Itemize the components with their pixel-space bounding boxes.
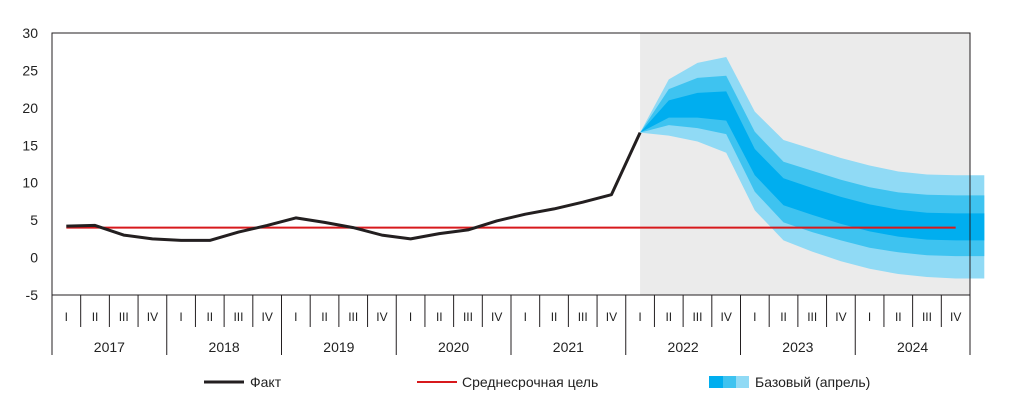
quarter-label: IV bbox=[606, 310, 617, 324]
quarter-label: IV bbox=[950, 310, 961, 324]
quarter-label: III bbox=[119, 310, 129, 324]
legend-target-label: Среднесрочная цель bbox=[462, 374, 598, 390]
year-label: 2017 bbox=[94, 339, 125, 355]
quarter-label: IV bbox=[491, 310, 502, 324]
legend-forecast-swatch-inner bbox=[709, 376, 723, 388]
quarter-label: IV bbox=[720, 310, 731, 324]
quarter-label: I bbox=[65, 310, 68, 324]
quarter-label: IV bbox=[147, 310, 158, 324]
quarter-label: III bbox=[807, 310, 817, 324]
quarter-label: II bbox=[780, 310, 787, 324]
quarter-label: II bbox=[665, 310, 672, 324]
y-tick-label: -5 bbox=[26, 287, 39, 303]
legend: Факт Среднесрочная цель Базовый (апрель) bbox=[204, 374, 870, 390]
fact-line bbox=[66, 131, 642, 242]
y-tick-label: 30 bbox=[22, 25, 38, 41]
y-tick-label: 15 bbox=[22, 137, 38, 153]
quarter-label: III bbox=[463, 310, 473, 324]
year-label: 2022 bbox=[668, 339, 699, 355]
year-label: 2019 bbox=[323, 339, 354, 355]
quarter-label: IV bbox=[261, 310, 272, 324]
y-tick-label: 5 bbox=[30, 212, 38, 228]
y-axis: -5 0 5 10 15 20 25 30 bbox=[22, 25, 38, 303]
legend-fact-label: Факт bbox=[250, 374, 282, 390]
forecast-bands bbox=[640, 57, 985, 279]
quarter-label: I bbox=[179, 310, 182, 324]
year-label: 2023 bbox=[782, 339, 813, 355]
quarter-label: I bbox=[294, 310, 297, 324]
quarter-label: II bbox=[895, 310, 902, 324]
year-label: 2020 bbox=[438, 339, 469, 355]
year-label: 2018 bbox=[209, 339, 240, 355]
quarter-label: III bbox=[233, 310, 243, 324]
legend-forecast-swatch-middle bbox=[723, 376, 736, 388]
legend-forecast-swatch-outer bbox=[736, 376, 749, 388]
quarter-label: IV bbox=[376, 310, 387, 324]
legend-forecast-label: Базовый (апрель) bbox=[755, 374, 870, 390]
year-label: 2021 bbox=[553, 339, 584, 355]
y-tick-label: 25 bbox=[22, 62, 38, 78]
y-tick-label: 20 bbox=[22, 100, 38, 116]
year-label: 2024 bbox=[897, 339, 928, 355]
quarter-label: IV bbox=[835, 310, 846, 324]
quarter-label: II bbox=[436, 310, 443, 324]
quarter-label: II bbox=[551, 310, 558, 324]
quarter-label: III bbox=[922, 310, 932, 324]
quarter-label: II bbox=[92, 310, 99, 324]
quarter-label: I bbox=[524, 310, 527, 324]
forecast-band-inner bbox=[640, 91, 985, 241]
quarter-label: I bbox=[409, 310, 412, 324]
quarter-label: I bbox=[638, 310, 641, 324]
y-tick-label: 0 bbox=[30, 250, 38, 266]
y-tick-label: 10 bbox=[22, 175, 38, 191]
quarter-label: III bbox=[578, 310, 588, 324]
quarter-label: II bbox=[321, 310, 328, 324]
quarter-label: I bbox=[753, 310, 756, 324]
quarter-label: I bbox=[868, 310, 871, 324]
quarter-label: III bbox=[692, 310, 702, 324]
quarter-label: II bbox=[206, 310, 213, 324]
quarter-label: III bbox=[348, 310, 358, 324]
